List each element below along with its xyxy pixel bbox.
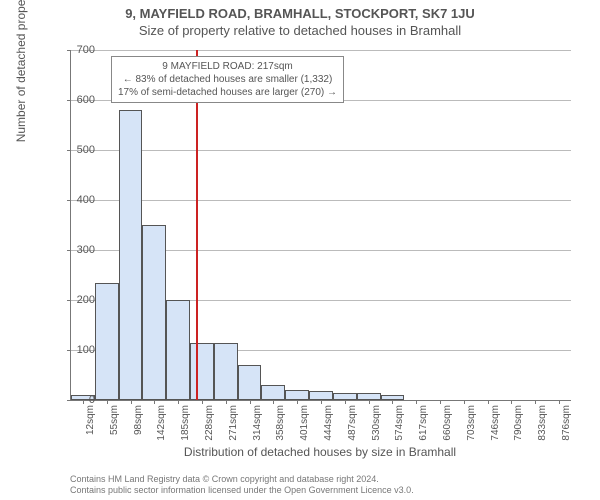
- x-tick-label: 401sqm: [299, 405, 310, 445]
- histogram-bar: [190, 343, 214, 401]
- x-tick-mark: [369, 400, 370, 404]
- histogram-bar: [333, 393, 357, 401]
- x-tick-label: 790sqm: [513, 405, 524, 445]
- y-tick-label: 0: [65, 394, 95, 406]
- y-tick-label: 300: [65, 244, 95, 256]
- x-tick-label: 530sqm: [371, 405, 382, 445]
- plot-area: 12sqm55sqm98sqm142sqm185sqm228sqm271sqm3…: [70, 50, 571, 401]
- grid-line: [71, 50, 571, 51]
- x-tick-mark: [559, 400, 560, 404]
- x-tick-mark: [511, 400, 512, 404]
- x-tick-label: 746sqm: [490, 405, 501, 445]
- grid-line: [71, 200, 571, 201]
- x-tick-label: 12sqm: [85, 405, 96, 445]
- y-tick-label: 400: [65, 194, 95, 206]
- x-tick-label: 660sqm: [442, 405, 453, 445]
- y-tick-label: 100: [65, 344, 95, 356]
- x-tick-mark: [392, 400, 393, 404]
- x-tick-label: 487sqm: [347, 405, 358, 445]
- footer-line2: Contains public sector information licen…: [70, 485, 414, 496]
- x-tick-mark: [416, 400, 417, 404]
- histogram-bar: [285, 390, 309, 400]
- info-box-line: ← 83% of detached houses are smaller (1,…: [118, 73, 337, 86]
- x-tick-mark: [273, 400, 274, 404]
- y-tick-label: 200: [65, 294, 95, 306]
- x-tick-mark: [535, 400, 536, 404]
- x-tick-mark: [107, 400, 108, 404]
- x-tick-label: 228sqm: [204, 405, 215, 445]
- histogram-bar: [357, 393, 381, 401]
- histogram-bar: [119, 110, 143, 400]
- reference-info-box: 9 MAYFIELD ROAD: 217sqm← 83% of detached…: [111, 56, 344, 103]
- x-tick-mark: [178, 400, 179, 404]
- x-tick-mark: [440, 400, 441, 404]
- histogram-bar: [95, 283, 119, 401]
- footer-attribution: Contains HM Land Registry data © Crown c…: [70, 474, 414, 496]
- x-tick-mark: [345, 400, 346, 404]
- x-tick-label: 142sqm: [156, 405, 167, 445]
- x-tick-mark: [321, 400, 322, 404]
- chart-container: 9, MAYFIELD ROAD, BRAMHALL, STOCKPORT, S…: [0, 0, 600, 500]
- grid-line: [71, 150, 571, 151]
- x-tick-label: 55sqm: [109, 405, 120, 445]
- y-tick-label: 600: [65, 94, 95, 106]
- x-tick-label: 574sqm: [394, 405, 405, 445]
- x-axis-label: Distribution of detached houses by size …: [70, 445, 570, 459]
- x-tick-label: 314sqm: [252, 405, 263, 445]
- x-tick-mark: [250, 400, 251, 404]
- x-tick-label: 833sqm: [537, 405, 548, 445]
- x-tick-mark: [154, 400, 155, 404]
- y-tick-label: 500: [65, 144, 95, 156]
- chart-subtitle: Size of property relative to detached ho…: [0, 21, 600, 38]
- histogram-bar: [214, 343, 238, 401]
- x-tick-label: 271sqm: [228, 405, 239, 445]
- footer-line1: Contains HM Land Registry data © Crown c…: [70, 474, 414, 485]
- y-axis-label: Number of detached properties: [14, 0, 28, 142]
- histogram-bar: [238, 365, 262, 400]
- x-tick-label: 617sqm: [418, 405, 429, 445]
- x-tick-label: 98sqm: [133, 405, 144, 445]
- x-tick-mark: [488, 400, 489, 404]
- histogram-bar: [261, 385, 285, 400]
- info-box-line: 17% of semi-detached houses are larger (…: [118, 86, 337, 99]
- info-box-line: 9 MAYFIELD ROAD: 217sqm: [118, 60, 337, 73]
- histogram-bar: [166, 300, 190, 400]
- histogram-bar: [309, 391, 333, 400]
- y-tick-label: 700: [65, 44, 95, 56]
- x-tick-label: 185sqm: [180, 405, 191, 445]
- x-tick-mark: [226, 400, 227, 404]
- x-tick-label: 703sqm: [466, 405, 477, 445]
- x-tick-mark: [131, 400, 132, 404]
- histogram-bar: [142, 225, 166, 400]
- x-tick-label: 876sqm: [561, 405, 572, 445]
- x-tick-label: 444sqm: [323, 405, 334, 445]
- x-tick-label: 358sqm: [275, 405, 286, 445]
- x-tick-mark: [202, 400, 203, 404]
- chart-title-address: 9, MAYFIELD ROAD, BRAMHALL, STOCKPORT, S…: [0, 0, 600, 21]
- x-tick-mark: [297, 400, 298, 404]
- x-tick-mark: [464, 400, 465, 404]
